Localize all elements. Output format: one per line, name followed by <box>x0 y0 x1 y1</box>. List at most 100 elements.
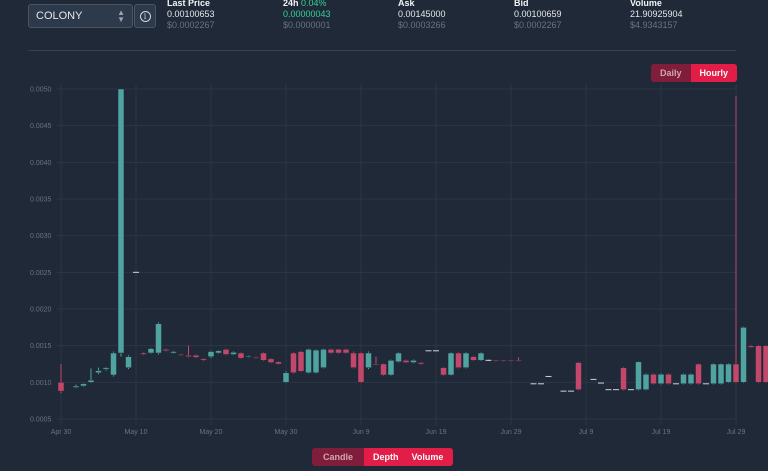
market-selector[interactable]: COLONY ▲ ▼ <box>28 4 133 28</box>
candle <box>725 363 732 384</box>
interval-daily-button[interactable]: Daily <box>651 64 691 82</box>
candle <box>305 348 312 374</box>
candle-body <box>755 345 762 383</box>
candle <box>710 363 717 385</box>
candle <box>230 351 237 356</box>
candle-body <box>72 385 80 388</box>
view-toggle: Candle Depth Volume <box>312 448 454 466</box>
candle-body <box>740 327 747 383</box>
candle <box>117 88 125 357</box>
candle-body <box>185 354 192 357</box>
candle-body <box>290 352 297 374</box>
candle <box>485 359 492 362</box>
candle-body <box>357 352 365 383</box>
candle-body <box>515 360 522 362</box>
candle <box>380 363 387 376</box>
view-depth-button[interactable]: Depth <box>364 448 408 466</box>
candle <box>72 384 80 389</box>
candle <box>282 371 290 384</box>
candle-body <box>732 363 740 383</box>
candle-body <box>335 349 342 354</box>
candle-body <box>395 352 402 363</box>
x-tick-label: Jun 9 <box>352 429 369 436</box>
candle <box>147 347 155 354</box>
info-icon: i <box>139 10 151 22</box>
stat-value: 0.00145000 <box>398 9 446 19</box>
candle <box>762 344 768 384</box>
candle <box>620 366 627 391</box>
y-tick-label: 0.0010 <box>30 380 52 387</box>
stat-24h: 24h 0.04% 0.00000043 $0.0000001 <box>283 0 331 31</box>
candle-body <box>200 358 207 361</box>
interval-hourly-button[interactable]: Hourly <box>690 64 738 82</box>
candle <box>515 357 522 362</box>
candle <box>642 373 650 391</box>
market-selector-value: COLONY <box>36 10 83 22</box>
candle-body <box>462 352 470 368</box>
y-tick-label: 0.0040 <box>30 160 52 167</box>
candle-body <box>372 363 380 366</box>
stat-usd: $0.0002267 <box>167 20 215 30</box>
candle-body <box>140 352 147 355</box>
candle-body <box>102 367 110 370</box>
candle <box>297 350 305 373</box>
candle-body <box>747 345 755 348</box>
candle-body <box>470 356 477 361</box>
candle-body <box>252 357 260 359</box>
y-tick-label: 0.0030 <box>30 233 52 240</box>
candle <box>657 373 665 385</box>
candle-body <box>95 370 102 374</box>
info-button[interactable]: i <box>134 4 156 28</box>
candle-body <box>297 351 305 372</box>
candle-body <box>410 360 417 363</box>
candle-body <box>650 374 657 385</box>
candle <box>342 348 350 354</box>
candle <box>320 348 327 369</box>
candle-body <box>80 383 87 387</box>
x-tick-label: Jul 29 <box>727 429 746 436</box>
candle <box>207 350 215 359</box>
stat-volume: Volume 21.90925904 $4.9343157 <box>630 0 683 31</box>
candle-body <box>147 348 155 354</box>
y-tick-label: 0.0045 <box>30 123 52 130</box>
candle <box>492 360 500 362</box>
candle <box>245 355 252 358</box>
candle-body <box>260 352 267 361</box>
x-tick-label: Apr 30 <box>51 429 72 436</box>
candle <box>755 344 762 384</box>
candle <box>732 96 740 384</box>
candle-body <box>155 323 162 354</box>
candle <box>417 361 425 365</box>
view-volume-button[interactable]: Volume <box>407 448 454 466</box>
candle-body <box>687 374 695 385</box>
candle <box>260 352 267 362</box>
view-candle-button[interactable]: Candle <box>312 448 365 466</box>
candle <box>200 358 207 362</box>
stat-label: Ask <box>398 0 415 8</box>
x-axis: Apr 30 May 10 May 20 May 30 Jun 9 Jun 19 Jun 2… <box>51 429 746 436</box>
candle-body <box>125 356 132 368</box>
candle <box>665 373 672 385</box>
x-tick-label: Jun 19 <box>425 429 446 436</box>
candle <box>687 373 695 385</box>
candle <box>357 352 365 384</box>
candle <box>440 366 447 376</box>
x-tick-label: May 30 <box>275 429 298 436</box>
candle-body <box>440 367 447 376</box>
candle <box>447 352 455 376</box>
candle <box>275 361 282 365</box>
candle-body <box>215 350 222 354</box>
stat-ask: Ask 0.00145000 $0.0003266 <box>398 0 446 31</box>
header-divider <box>28 50 736 51</box>
candle-body <box>342 349 350 354</box>
candle-body <box>87 379 95 383</box>
candle <box>470 355 477 362</box>
y-tick-label: 0.0015 <box>30 343 52 350</box>
candle-body <box>275 361 282 365</box>
x-tick-label: May 20 <box>200 429 223 436</box>
stat-value: 0.00100653 <box>167 9 215 19</box>
candle <box>575 361 582 391</box>
candle <box>290 352 297 374</box>
candle <box>252 356 260 359</box>
stat-usd: $4.9343157 <box>630 20 678 30</box>
